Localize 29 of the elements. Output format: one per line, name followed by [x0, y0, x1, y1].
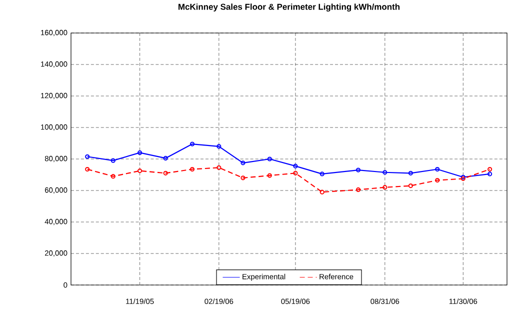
point [408, 170, 413, 176]
point [85, 166, 90, 172]
point [293, 170, 298, 176]
point [240, 160, 246, 166]
point [190, 166, 195, 172]
point [356, 168, 361, 172]
point [408, 183, 413, 188]
point [216, 165, 222, 170]
point [320, 190, 324, 194]
point [488, 166, 492, 172]
point [356, 187, 361, 192]
point [110, 158, 116, 163]
point [163, 156, 168, 161]
point [267, 156, 272, 162]
point [163, 170, 168, 176]
point [216, 144, 222, 149]
point [240, 176, 246, 180]
point [435, 166, 440, 172]
point [435, 178, 440, 183]
point [267, 173, 272, 178]
point [138, 150, 142, 155]
point [293, 164, 298, 168]
chart-title: McKinney Sales Floor & Perimeter Lighting kWh/month [178, 4, 400, 12]
point [382, 170, 388, 175]
point [110, 174, 116, 179]
point [320, 172, 324, 176]
point [190, 142, 195, 146]
point [138, 168, 142, 174]
point [382, 185, 388, 190]
